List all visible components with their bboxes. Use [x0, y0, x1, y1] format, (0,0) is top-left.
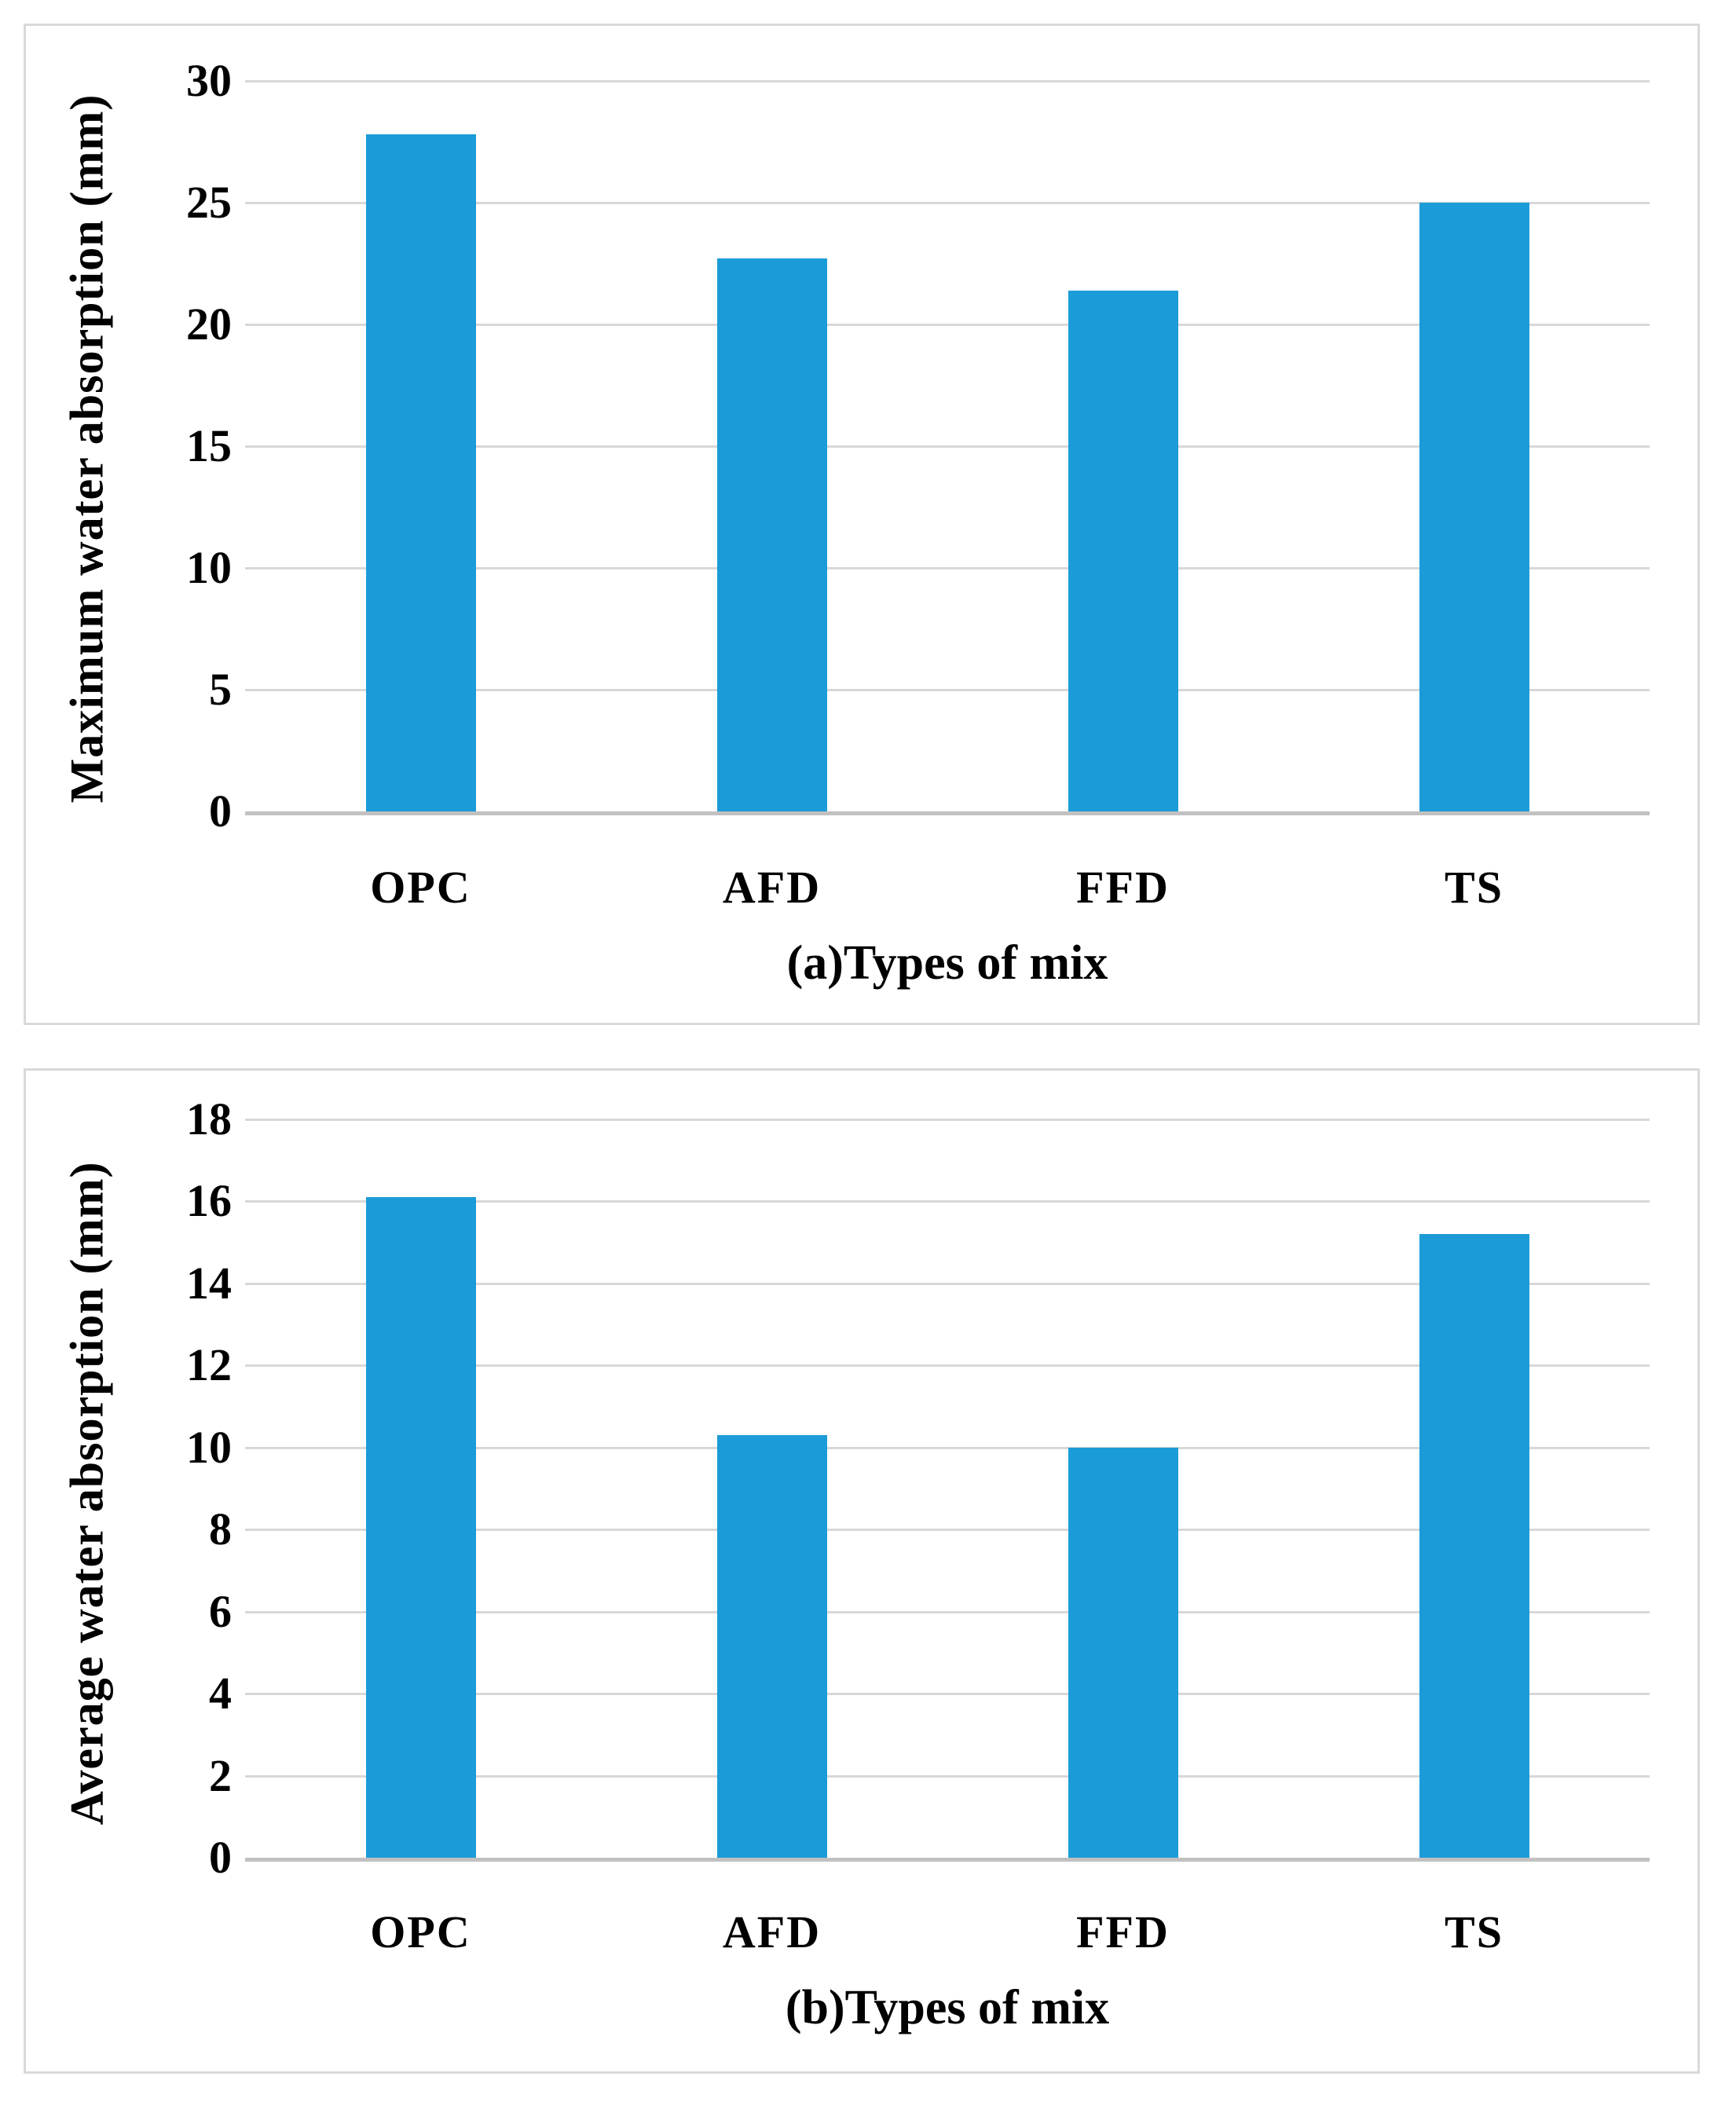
bar-opc	[365, 134, 476, 811]
x-category-label-afd: AFD	[722, 1906, 822, 1957]
y-tick-label: 12	[186, 1339, 232, 1391]
y-tick-label: 10	[186, 541, 232, 593]
plot-area	[245, 80, 1650, 815]
y-tick-label: 0	[209, 786, 232, 837]
gridline	[245, 689, 1650, 691]
gridline	[245, 1610, 1650, 1613]
gridline	[245, 1774, 1650, 1778]
y-tick-label: 8	[209, 1503, 232, 1555]
x-category-label-opc: OPC	[370, 862, 471, 913]
y-axis-tick-labels: 0 2 4 6 8 10 12 14 16 18	[26, 1097, 232, 1880]
x-axis-title: (b)Types of mix	[785, 1981, 1110, 2034]
y-tick-label: 25	[186, 176, 232, 228]
y-tick-label: 14	[186, 1257, 232, 1309]
gridline	[245, 1446, 1650, 1449]
gridline	[245, 566, 1650, 569]
gridline	[245, 1693, 1650, 1696]
y-tick-label: 30	[186, 55, 232, 106]
gridline	[245, 1200, 1650, 1203]
plot-area	[245, 1119, 1650, 1862]
gridline	[245, 201, 1650, 204]
y-tick-label: 2	[209, 1749, 232, 1801]
bar-ffd	[1068, 290, 1178, 811]
x-category-label-ts: TS	[1445, 1906, 1503, 1957]
y-tick-label: 4	[209, 1668, 232, 1719]
gridline	[245, 1119, 1650, 1121]
x-category-label-ffd: FFD	[1076, 862, 1170, 913]
bar-ts	[1419, 1234, 1529, 1858]
bar-ffd	[1068, 1447, 1178, 1858]
chart-panel-a-maximum-water-absorption: Maximum water absorption (mm) 0 5 10 15 20 25…	[24, 24, 1700, 1025]
y-tick-label: 10	[186, 1421, 232, 1473]
x-category-label-ts: TS	[1445, 862, 1503, 913]
gridline	[245, 1364, 1650, 1368]
y-axis-tick-labels: 0 5 10 15 20 25 30	[26, 58, 232, 834]
gridline	[245, 323, 1650, 326]
gridline	[245, 80, 1650, 82]
x-category-label-afd: AFD	[722, 862, 822, 913]
x-category-label-opc: OPC	[370, 1906, 471, 1957]
y-tick-label: 5	[209, 664, 232, 715]
y-tick-label: 18	[186, 1093, 232, 1144]
gridline	[245, 1282, 1650, 1285]
bar-afd	[716, 1435, 827, 1858]
y-tick-label: 0	[209, 1832, 232, 1883]
gridline	[245, 445, 1650, 448]
chart-panel-b-average-water-absorption: Average water absorption (mm) 0 2 4 6 8 10 12 1…	[24, 1068, 1700, 2074]
bar-ts	[1419, 203, 1529, 811]
x-axis-title: (a)Types of mix	[786, 936, 1108, 990]
bar-opc	[365, 1197, 476, 1858]
y-tick-label: 6	[209, 1585, 232, 1637]
y-tick-label: 20	[186, 298, 232, 350]
y-tick-label: 15	[186, 420, 232, 471]
gridline	[245, 1529, 1650, 1532]
bar-afd	[716, 258, 827, 811]
x-category-label-ffd: FFD	[1076, 1906, 1170, 1957]
y-tick-label: 16	[186, 1175, 232, 1227]
